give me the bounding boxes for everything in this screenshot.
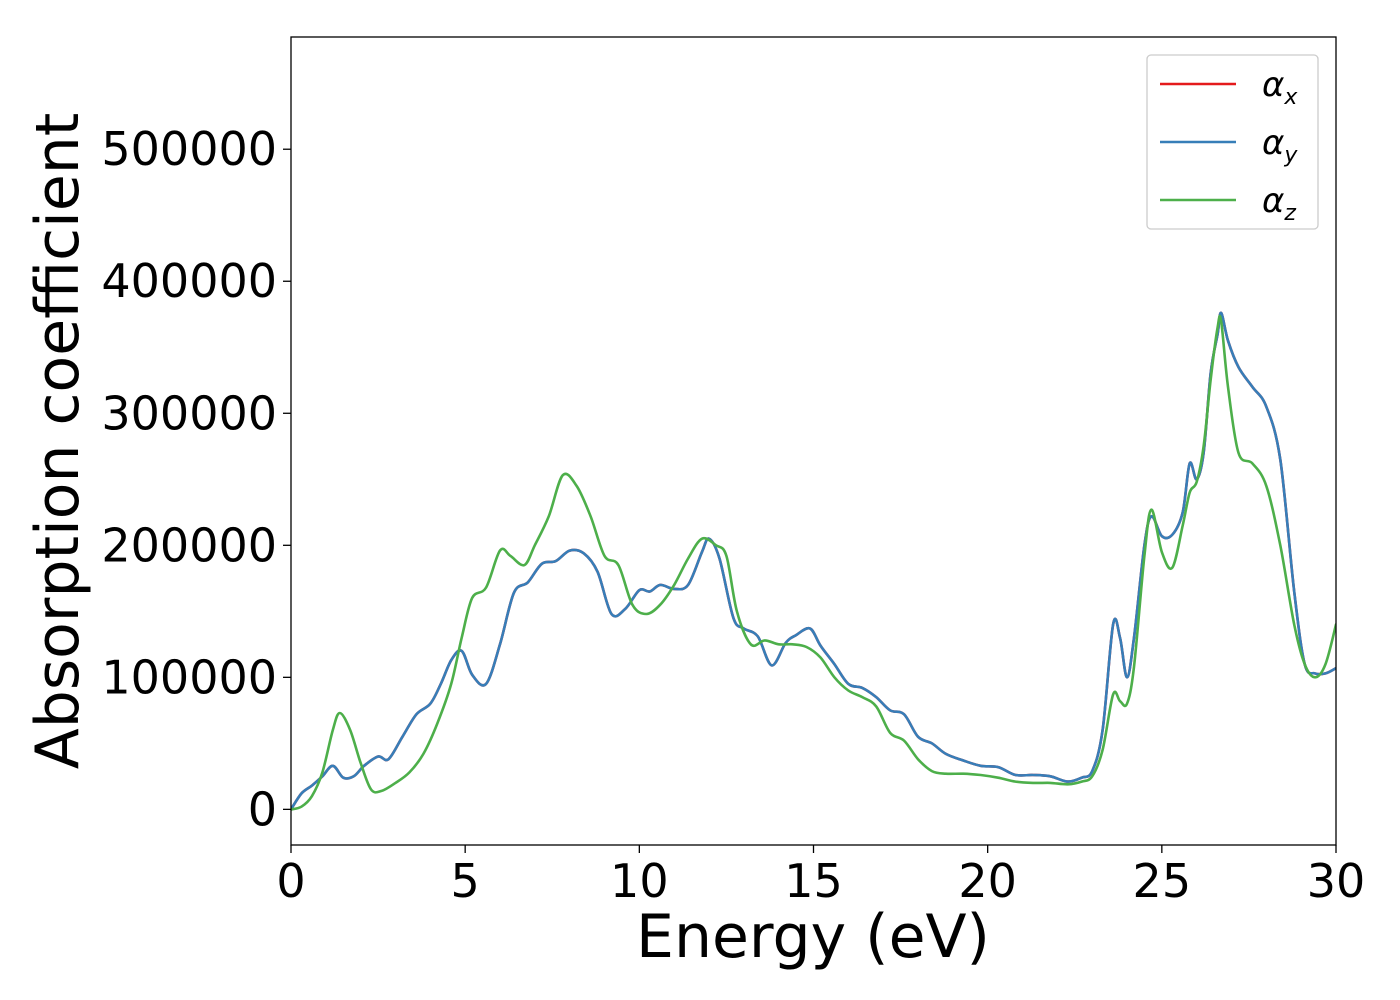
x-tick-label: 30 [1307, 854, 1366, 908]
y-tick-label: 100000 [101, 650, 277, 704]
series-line-y [291, 311, 1336, 811]
legend-label-z: αz [1262, 181, 1296, 226]
x-tick-label: 0 [276, 854, 305, 908]
legend-label-x: αx [1262, 65, 1298, 110]
y-tick-label: 500000 [101, 122, 277, 176]
series-line-z [291, 314, 1336, 811]
legend-label-y: αy [1262, 123, 1298, 168]
series-line-x [291, 311, 1336, 811]
x-axis: 0 5 10 15 20 25 30 [276, 845, 1365, 908]
legend: αx αy αz [1146, 54, 1319, 230]
y-tick-label: 0 [248, 782, 277, 836]
y-tick-label: 300000 [101, 386, 277, 440]
x-tick-label: 15 [784, 854, 843, 908]
y-axis-title: Absorption coefficient [23, 113, 93, 770]
x-tick-label: 25 [1133, 854, 1192, 908]
y-tick-label: 200000 [101, 518, 277, 572]
series-layer [291, 311, 1336, 811]
x-tick-label: 20 [958, 854, 1017, 908]
x-axis-title: Energy (eV) [636, 902, 990, 972]
x-tick-label: 10 [610, 854, 669, 908]
y-tick-label: 400000 [101, 254, 277, 308]
y-axis: 0 100000 200000 300000 400000 500000 [101, 122, 291, 836]
x-tick-label: 5 [451, 854, 480, 908]
